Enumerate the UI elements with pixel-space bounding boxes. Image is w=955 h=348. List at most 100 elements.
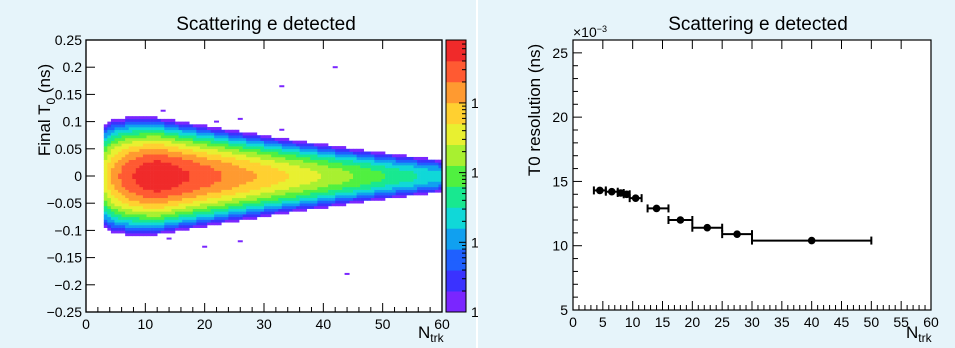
- heatmap-cell: [132, 121, 137, 125]
- heatmap-cell: [167, 118, 172, 122]
- heatmap-cell: [285, 159, 290, 163]
- heatmap-cell: [228, 140, 233, 144]
- heatmap-cell: [331, 192, 336, 196]
- heatmap-cell: [132, 146, 137, 150]
- heatmap-cell: [196, 203, 201, 207]
- heatmap-cell: [207, 151, 211, 155]
- heatmap-cell: [331, 189, 336, 193]
- heatmap-cell: [175, 173, 179, 177]
- heatmap-cell: [178, 124, 183, 128]
- heatmap-cell: [132, 173, 137, 177]
- heatmap-cell: [239, 148, 243, 152]
- heatmap-cell: [182, 184, 186, 188]
- heatmap-cell: [153, 216, 158, 220]
- heatmap-cell: [249, 173, 254, 177]
- heatmap-cell: [167, 140, 172, 144]
- heatmap-cell: [196, 224, 201, 228]
- heatmap-cell: [338, 181, 343, 185]
- heatmap-cell: [142, 233, 147, 237]
- heatmap-cell: [157, 186, 162, 190]
- heatmap-cell: [132, 140, 137, 144]
- heatmap-cell: [107, 148, 112, 152]
- heatmap-cell: [153, 129, 158, 133]
- data-point: [807, 236, 816, 245]
- heatmap-cell: [317, 154, 322, 158]
- heatmap-cell: [142, 200, 147, 204]
- heatmap-cell: [217, 219, 222, 223]
- heatmap-cell: [385, 167, 389, 171]
- colorbar-segment: [446, 196, 466, 208]
- heatmap-cell: [310, 167, 315, 171]
- heatmap-cell: [264, 181, 268, 185]
- heatmap-cell: [110, 227, 115, 231]
- heatmap-cell: [185, 203, 190, 207]
- heatmap-cell: [125, 165, 130, 169]
- heatmap-cell: [164, 118, 169, 122]
- heatmap-cell: [353, 162, 357, 166]
- heatmap-cell: [107, 178, 112, 182]
- heatmap-cell: [224, 178, 229, 182]
- heatmap-cell: [224, 200, 229, 204]
- heatmap-cell: [139, 132, 144, 136]
- heatmap-cell: [246, 197, 251, 201]
- heatmap-cell: [125, 192, 130, 196]
- colorbar-segment: [446, 249, 466, 261]
- heatmap-cell: [267, 146, 272, 150]
- heatmap-cell: [114, 176, 119, 180]
- heatmap-cell: [399, 154, 404, 158]
- heatmap-cell: [178, 216, 183, 220]
- heatmap-cell: [196, 129, 201, 133]
- heatmap-cell: [164, 167, 169, 171]
- heatmap-cell: [256, 205, 261, 209]
- heatmap-cell: [146, 140, 151, 144]
- heatmap-cell: [178, 121, 183, 125]
- heatmap-cell: [110, 184, 115, 188]
- heatmap-cell: [328, 189, 332, 193]
- heatmap-cell: [157, 227, 162, 231]
- heatmap-cell: [353, 176, 357, 180]
- heatmap-cell: [153, 132, 158, 136]
- heatmap-cell: [303, 165, 308, 169]
- heatmap-cell: [185, 151, 190, 155]
- heatmap-cell: [135, 233, 140, 237]
- heatmap-cell: [353, 156, 357, 160]
- heatmap-cell: [299, 176, 304, 180]
- heatmap-cell: [285, 211, 290, 215]
- heatmap-cell: [207, 181, 211, 185]
- heatmap-cell: [303, 192, 308, 196]
- heatmap-cell: [114, 154, 119, 158]
- heatmap-cell: [331, 162, 336, 166]
- heatmap-cell: [242, 181, 247, 185]
- heatmap-cell: [242, 159, 247, 163]
- heatmap-cell: [264, 176, 268, 180]
- heatmap-cell: [370, 189, 375, 193]
- heatmap-cell: [249, 208, 254, 212]
- heatmap-cell: [392, 189, 397, 193]
- heatmap-cell: [203, 135, 208, 139]
- heatmap-cell: [103, 124, 108, 128]
- heatmap-cell: [264, 192, 268, 196]
- heatmap-cell: [256, 178, 261, 182]
- heatmap-cell: [402, 186, 407, 190]
- heatmap-cell: [306, 203, 311, 207]
- heatmap-cell: [224, 192, 229, 196]
- heatmap-cell: [363, 181, 368, 185]
- heatmap-cell: [157, 143, 162, 147]
- heatmap-cell: [413, 192, 418, 196]
- heatmap-cell: [114, 132, 119, 136]
- heatmap-cell: [288, 200, 293, 204]
- heatmap-cell: [267, 148, 272, 152]
- heatmap-cell: [260, 143, 265, 147]
- heatmap-cell: [167, 227, 172, 231]
- heatmap-cell: [395, 159, 400, 163]
- heatmap-cell: [189, 129, 194, 133]
- heatmap-cell: [178, 211, 183, 215]
- heatmap-cell: [349, 189, 354, 193]
- heatmap-cell: [278, 137, 283, 141]
- heatmap-cell: [142, 219, 147, 223]
- heatmap-cell: [274, 178, 279, 182]
- heatmap-cell: [175, 186, 179, 190]
- heatmap-cell: [139, 219, 144, 223]
- heatmap-cell: [413, 162, 418, 166]
- heatmap-cell: [167, 203, 172, 207]
